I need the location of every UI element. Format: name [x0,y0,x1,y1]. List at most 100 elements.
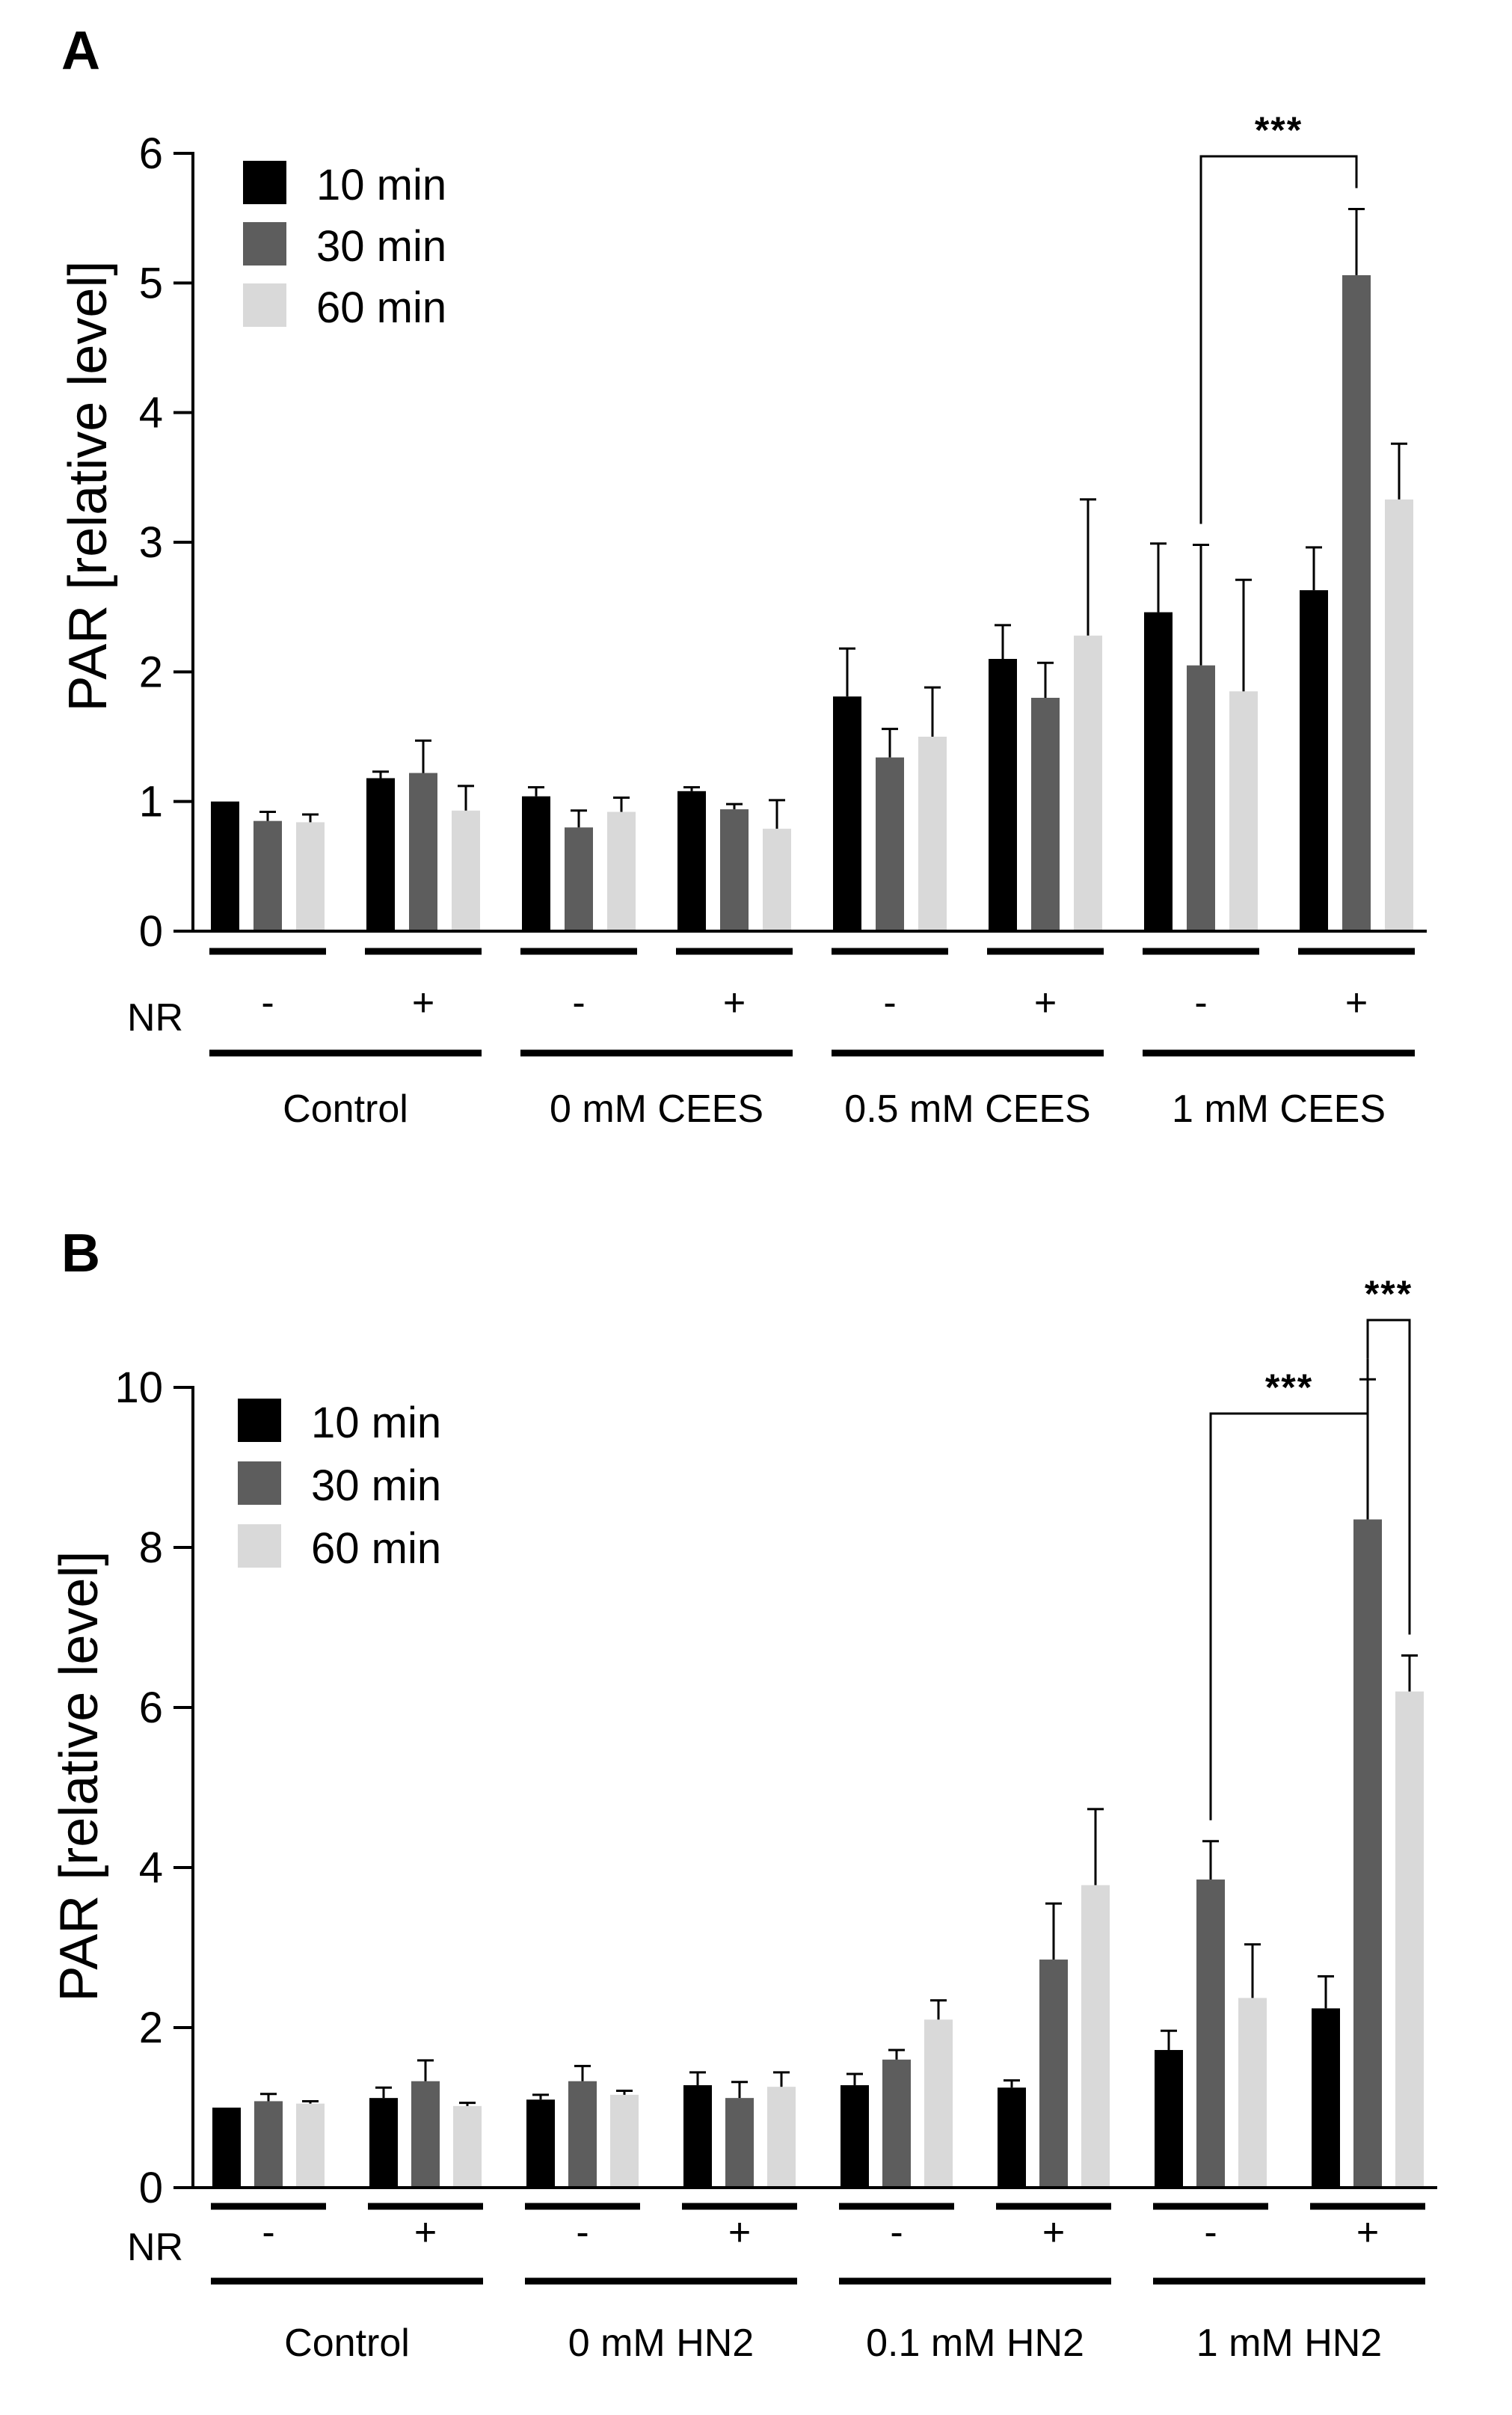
bar [683,2085,712,2188]
bar [1031,698,1060,931]
group-label: 0.5 mM CEES [844,1087,1090,1131]
bar [1039,1960,1068,2188]
nr-symbol: + [1034,981,1057,1025]
bar [254,2101,283,2188]
y-tick-label: 8 [139,1523,163,1572]
nr-symbol: + [1345,981,1368,1025]
panel-a: A PAR [relative level] 0 1 2 3 4 5 6 10 min 30 … [58,21,1427,1131]
bar [998,2087,1026,2188]
bar [1342,274,1371,931]
treatment-labels: NR - + - + - + - + [127,948,1415,1040]
bar [522,796,550,931]
bar [1312,2008,1340,2188]
bar [1144,612,1173,931]
y-tick-label: 2 [139,648,163,696]
nr-symbol: - [890,2211,903,2254]
legend-swatch [238,1461,281,1505]
bar [1385,499,1413,931]
panel-b: B PAR [relative level] 0 2 4 6 8 10 10 min 30 … [49,1224,1437,2365]
bar [1229,691,1258,931]
significance-bracket [1366,1319,1411,1635]
y-tick-label: 5 [139,259,163,307]
group-label: 1 mM HN2 [1196,2322,1382,2365]
nr-symbol: + [1042,2211,1065,2254]
bar [924,2019,953,2188]
bar [253,820,282,931]
legend-label: 30 min [316,222,446,271]
nr-label: NR [127,2226,183,2269]
nr-symbol: - [1194,981,1207,1025]
nr-symbol: - [883,981,896,1025]
panel-letter-b: B [61,1224,100,1283]
bar [989,659,1017,931]
legend-swatch [238,1399,281,1442]
bars [211,208,1413,931]
bar [677,791,706,931]
y-tick-label: 1 [139,778,163,826]
group-labels: Control 0 mM CEES 0.5 mM CEES 1 mM CEES [209,1049,1415,1131]
bar [1187,665,1215,931]
nr-symbol: + [412,981,434,1025]
bar [840,2085,869,2188]
bar [296,2103,325,2188]
nr-symbol: - [262,2211,274,2254]
legend-swatch [238,1524,281,1568]
bar [918,737,947,931]
legend-swatch [243,222,286,266]
legend: 10 min 30 min 60 min [238,1399,441,1573]
bar [720,809,749,931]
y-axis: 0 2 4 6 8 10 [114,1363,194,2212]
bar [366,778,395,931]
bar [409,773,437,931]
significance-label: *** [1255,109,1303,151]
group-labels: Control 0 mM HN2 0.1 mM HN2 1 mM HN2 [211,2277,1425,2365]
y-axis-label: PAR [relative level] [58,261,118,712]
treatment-labels: NR - + - + - + - + [127,2203,1425,2269]
panel-letter-a: A [61,21,100,81]
y-tick-label: 10 [114,1363,163,1412]
bar [453,2105,482,2188]
bar [1395,1691,1424,2188]
y-tick-label: 0 [139,2164,163,2212]
bar [1300,590,1328,931]
legend-label: 30 min [311,1461,441,1510]
nr-symbol: - [572,981,585,1025]
bar [610,2094,639,2188]
legend-label: 10 min [311,1399,441,1447]
significance-bracket [1209,1358,1369,1820]
nr-symbol: + [728,2211,751,2254]
significance-label: *** [1365,1273,1413,1315]
y-tick-label: 4 [139,389,163,438]
legend-label: 60 min [311,1524,441,1573]
bar [1238,1998,1267,2188]
bar [725,2098,754,2188]
significance-label: *** [1265,1366,1313,1408]
bar [452,810,480,931]
legend-swatch [243,161,286,204]
bar [767,2087,796,2188]
y-tick-label: 3 [139,518,163,567]
bar [882,2059,911,2188]
legend-label: 10 min [316,161,446,209]
group-label: 1 mM CEES [1172,1087,1386,1131]
legend: 10 min 30 min 60 min [243,161,446,332]
bar [212,2108,241,2188]
group-label: 0 mM CEES [550,1087,763,1131]
y-axis-label: PAR [relative level] [49,1551,109,2002]
y-tick-label: 6 [139,129,163,178]
bar [1081,1885,1110,2188]
nr-symbol: + [414,2211,437,2254]
bar [211,801,239,931]
significance-bracket [1199,155,1358,524]
bar [526,2099,555,2188]
bar [565,827,593,931]
group-label: Control [283,1087,408,1131]
y-axis: 0 1 2 3 4 5 6 [139,129,194,956]
group-label: Control [284,2322,410,2365]
nr-symbol: - [576,2211,588,2254]
nr-symbol: - [1204,2211,1217,2254]
group-label: 0.1 mM HN2 [866,2322,1084,2365]
bar [296,822,325,931]
bar [833,696,861,931]
